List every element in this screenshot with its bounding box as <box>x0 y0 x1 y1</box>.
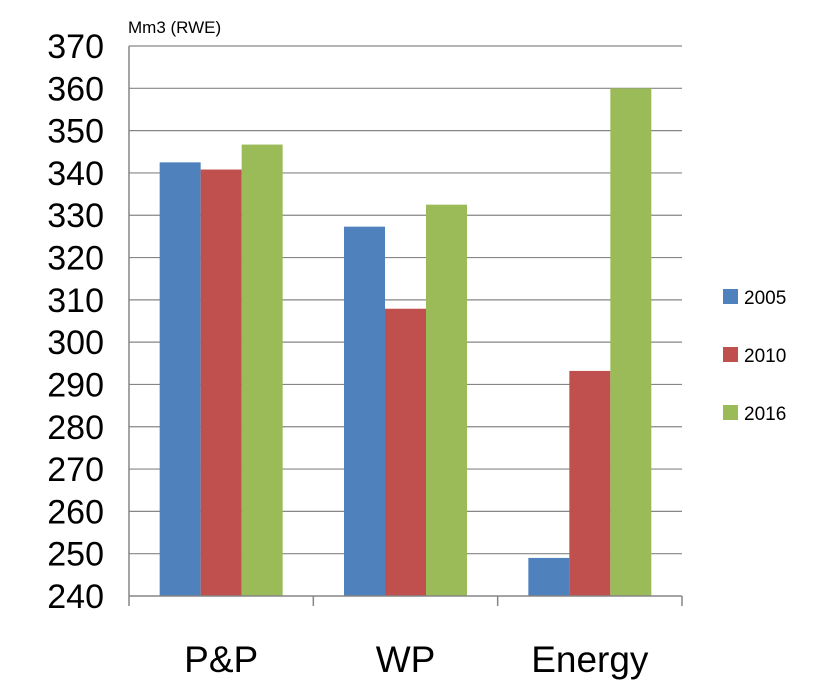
y-tick-label: 350 <box>47 113 104 151</box>
x-tick-labels: P&P WP Energy <box>184 639 649 680</box>
y-tick-label: 300 <box>47 324 104 362</box>
y-tick-label: 320 <box>47 240 104 278</box>
y-axis-label: Mm3 (RWE) <box>128 18 221 37</box>
bars <box>159 88 652 597</box>
y-tick-label: 310 <box>47 282 104 320</box>
y-tick-label: 250 <box>47 536 104 574</box>
y-tick-label: 330 <box>47 197 104 235</box>
x-tick-label: Energy <box>531 639 649 680</box>
y-tick-label: 360 <box>47 70 104 108</box>
y-tick-label: 270 <box>47 451 104 489</box>
y-tick-labels: 240 250 260 270 280 290 300 310 320 330 340 350 360 3… <box>47 28 104 616</box>
y-tick-label: 240 <box>47 578 104 616</box>
legend: 2005 2010 2016 <box>723 288 786 425</box>
y-tick-label: 370 <box>47 28 104 66</box>
y-tick-label: 260 <box>47 493 104 531</box>
legend-swatch-2010 <box>723 347 738 362</box>
y-tick-label: 290 <box>47 366 104 404</box>
bar-2005-pp <box>159 162 201 596</box>
y-tick-label: 340 <box>47 155 104 193</box>
axes <box>128 46 683 606</box>
bar-2016-wp <box>426 204 467 596</box>
legend-swatch-2005 <box>723 289 738 304</box>
legend-label-2016: 2016 <box>744 404 786 425</box>
bar-2005-wp <box>344 226 385 596</box>
legend-label-2010: 2010 <box>744 346 786 367</box>
x-tick-label: WP <box>376 639 436 680</box>
bar-2016-energy <box>610 88 652 597</box>
bar-2016-pp <box>241 144 283 597</box>
bar-2010-pp <box>200 169 242 597</box>
x-tick-label: P&P <box>184 639 258 680</box>
bar-2010-wp <box>385 308 426 596</box>
y-tick-label: 280 <box>47 409 104 447</box>
legend-label-2005: 2005 <box>744 288 786 309</box>
bar-2010-energy <box>569 370 611 596</box>
legend-swatch-2016 <box>723 405 738 420</box>
bar-2005-energy <box>528 557 570 596</box>
